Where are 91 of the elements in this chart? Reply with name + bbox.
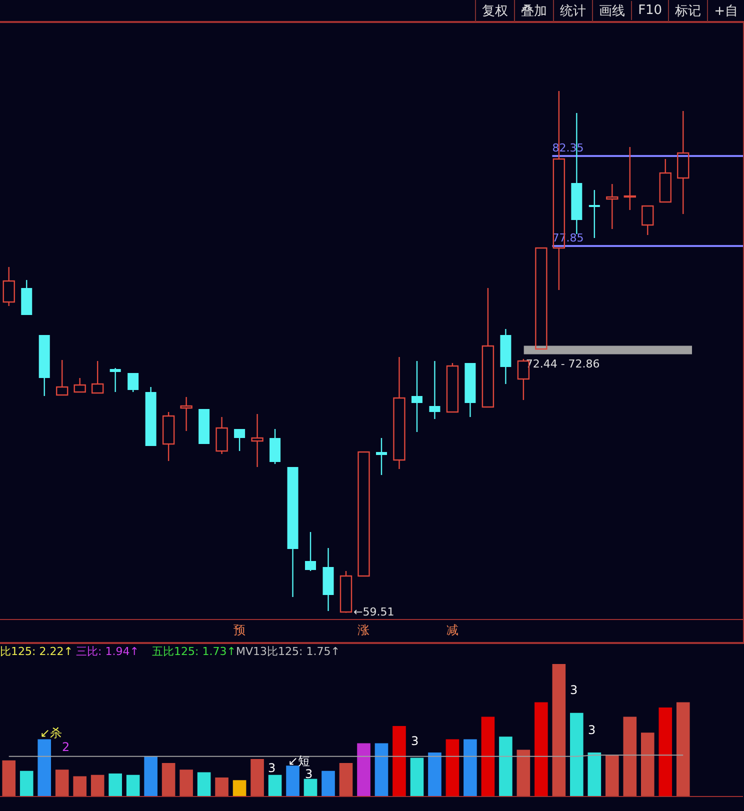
annotation: 3 bbox=[268, 761, 276, 776]
bar bbox=[570, 712, 584, 796]
annotation: ↙短 bbox=[288, 754, 310, 768]
bar bbox=[108, 774, 122, 796]
candlestick bbox=[500, 328, 512, 385]
candlestick bbox=[322, 547, 334, 612]
candlestick bbox=[305, 531, 316, 572]
bar bbox=[339, 763, 353, 796]
x-tick-label: 减 bbox=[446, 623, 458, 638]
bar bbox=[197, 772, 211, 796]
text: 标记 bbox=[668, 0, 708, 22]
candlestick bbox=[606, 183, 618, 230]
bar bbox=[446, 739, 460, 796]
bar bbox=[268, 774, 282, 796]
bar bbox=[304, 778, 318, 796]
bar bbox=[374, 743, 388, 796]
candlestick bbox=[376, 437, 387, 476]
x-tick-label: 预 bbox=[234, 623, 246, 638]
text: +自 bbox=[707, 0, 744, 22]
bar bbox=[676, 702, 690, 796]
annotation: ←59.51 bbox=[354, 606, 394, 619]
candlestick bbox=[642, 205, 654, 236]
x-tick-label: 涨 bbox=[358, 623, 370, 638]
candlestick bbox=[464, 363, 476, 418]
bar bbox=[180, 770, 193, 796]
bar bbox=[73, 776, 86, 796]
candlestick bbox=[429, 360, 440, 420]
text: F10 bbox=[631, 1, 668, 20]
candlestick bbox=[588, 189, 600, 239]
candlestick bbox=[2, 266, 15, 307]
bar bbox=[552, 664, 566, 796]
bar bbox=[38, 739, 52, 796]
bar bbox=[410, 758, 424, 796]
bar bbox=[2, 760, 16, 796]
bar bbox=[286, 766, 300, 796]
bar bbox=[534, 702, 548, 796]
annotation: 3 bbox=[305, 767, 313, 782]
text: 统计 bbox=[553, 0, 592, 22]
candlestick bbox=[145, 386, 156, 446]
candlestick bbox=[270, 428, 281, 465]
candlestick bbox=[624, 146, 636, 211]
bar bbox=[640, 732, 654, 796]
bar bbox=[322, 770, 335, 796]
candlestick bbox=[234, 429, 246, 452]
bar bbox=[126, 774, 140, 796]
annotation: 3 bbox=[588, 723, 596, 738]
candlestick bbox=[180, 396, 192, 432]
bar bbox=[588, 752, 602, 796]
candlestick bbox=[56, 359, 68, 396]
candlestick bbox=[659, 158, 672, 203]
candlestick bbox=[110, 367, 121, 393]
bar bbox=[658, 708, 672, 796]
bar bbox=[250, 759, 264, 796]
annotation: 2 bbox=[62, 740, 70, 754]
bar bbox=[215, 778, 228, 796]
candlestick bbox=[91, 360, 104, 394]
bar bbox=[162, 763, 176, 796]
annotation: 3 bbox=[411, 734, 419, 748]
bar bbox=[232, 780, 246, 796]
bar bbox=[357, 743, 370, 796]
annotation: 3 bbox=[570, 683, 578, 698]
bar bbox=[144, 756, 158, 796]
bar bbox=[499, 736, 512, 796]
bar bbox=[20, 770, 34, 796]
bar bbox=[428, 752, 442, 796]
candlestick bbox=[482, 287, 494, 408]
bar bbox=[481, 716, 495, 796]
text: 画线 bbox=[592, 0, 632, 22]
bar bbox=[623, 716, 637, 796]
candlestick bbox=[162, 411, 175, 462]
text: 三比: 1.94↑ bbox=[76, 644, 139, 658]
candlestick bbox=[411, 360, 422, 433]
bar bbox=[606, 755, 619, 796]
candlestick bbox=[74, 377, 86, 393]
candlestick bbox=[287, 467, 298, 598]
text: 复权 bbox=[475, 0, 514, 22]
candlestick bbox=[677, 110, 690, 215]
candlestick bbox=[38, 335, 50, 397]
bar bbox=[464, 739, 477, 796]
bar bbox=[55, 770, 69, 796]
candlestick bbox=[251, 413, 264, 468]
bar bbox=[392, 726, 406, 796]
candlestick bbox=[393, 356, 406, 470]
bar bbox=[516, 750, 530, 796]
text: 叠加 bbox=[514, 0, 554, 22]
text: 比125: 2.22↑ bbox=[0, 644, 73, 658]
bar bbox=[90, 774, 104, 796]
text: 五比125: 1.73↑ bbox=[152, 644, 236, 658]
candlestick bbox=[216, 416, 228, 455]
text: MV13比125: 1.75↑ bbox=[236, 644, 340, 658]
annotation: ↙杀 bbox=[40, 726, 62, 740]
